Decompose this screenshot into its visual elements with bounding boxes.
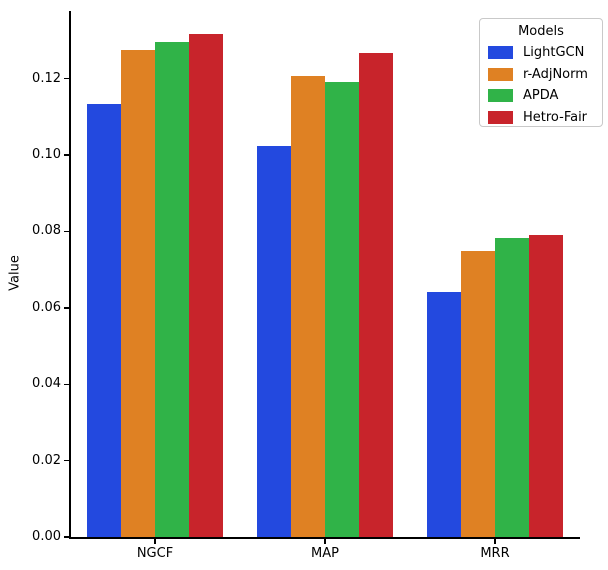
x-tick-label-MAP: MAP — [311, 546, 339, 561]
legend-swatch-icon — [488, 110, 513, 124]
legend-item-Hetro-Fair: Hetro-Fair — [480, 107, 602, 129]
x-tick-label-NGCF: NGCF — [136, 546, 174, 561]
legend-swatch-icon — [488, 89, 513, 103]
bar-Hetro-Fair-MAP — [359, 52, 393, 537]
legend-swatch-icon — [488, 67, 513, 81]
x-tick-mark — [494, 538, 496, 544]
legend-label: Hetro-Fair — [523, 109, 588, 125]
y-tick-label: 0.12 — [32, 70, 61, 86]
legend-items: LightGCN r-AdjNorm APDA Hetro-Fair — [480, 42, 602, 128]
bar-APDA-NGCF — [155, 42, 189, 537]
y-tick-label: 0.00 — [32, 529, 61, 544]
x-axis-spine — [69, 537, 581, 539]
legend-title: Models — [518, 24, 564, 39]
x-tick-mark — [154, 538, 156, 544]
bar-LightGCN-NGCF — [87, 103, 121, 537]
bar-r-AdjNorm-NGCF — [121, 49, 155, 537]
x-tick-label-MRR: MRR — [480, 546, 510, 561]
legend-item-LightGCN: LightGCN — [480, 42, 602, 64]
y-axis-spine — [69, 11, 71, 539]
legend-item-r-AdjNorm: r-AdjNorm — [480, 64, 602, 86]
y-tick-label: 0.02 — [32, 452, 61, 468]
legend-item-APDA: APDA — [480, 85, 602, 107]
y-axis-title: Value — [7, 255, 23, 291]
x-tick-mark — [324, 538, 326, 544]
bar-r-AdjNorm-MAP — [291, 76, 325, 537]
bar-LightGCN-MRR — [427, 292, 461, 537]
legend-label: LightGCN — [523, 45, 585, 61]
bar-APDA-MRR — [495, 237, 529, 537]
y-tick-mark — [64, 536, 70, 538]
legend-swatch-icon — [488, 46, 513, 60]
y-tick-mark — [64, 154, 70, 156]
bar-Hetro-Fair-MRR — [529, 234, 563, 537]
legend: Models LightGCN r-AdjNorm APDA Hetro-Fair — [479, 18, 603, 127]
y-tick-label: 0.10 — [32, 147, 61, 163]
y-tick-mark — [64, 230, 70, 233]
bar-Hetro-Fair-NGCF — [189, 34, 223, 537]
legend-label: APDA — [523, 88, 559, 104]
legend-label: r-AdjNorm — [523, 66, 588, 82]
y-tick-mark — [64, 383, 70, 385]
y-tick-label: 0.06 — [32, 299, 61, 315]
y-tick-mark — [64, 459, 70, 462]
bar-LightGCN-MAP — [257, 145, 291, 537]
bar-APDA-MAP — [325, 81, 359, 537]
y-tick-label: 0.04 — [32, 376, 61, 392]
y-tick-label: 0.08 — [32, 223, 61, 239]
bar-r-AdjNorm-MRR — [461, 250, 495, 537]
y-tick-mark — [64, 307, 70, 309]
y-tick-mark — [64, 78, 70, 80]
